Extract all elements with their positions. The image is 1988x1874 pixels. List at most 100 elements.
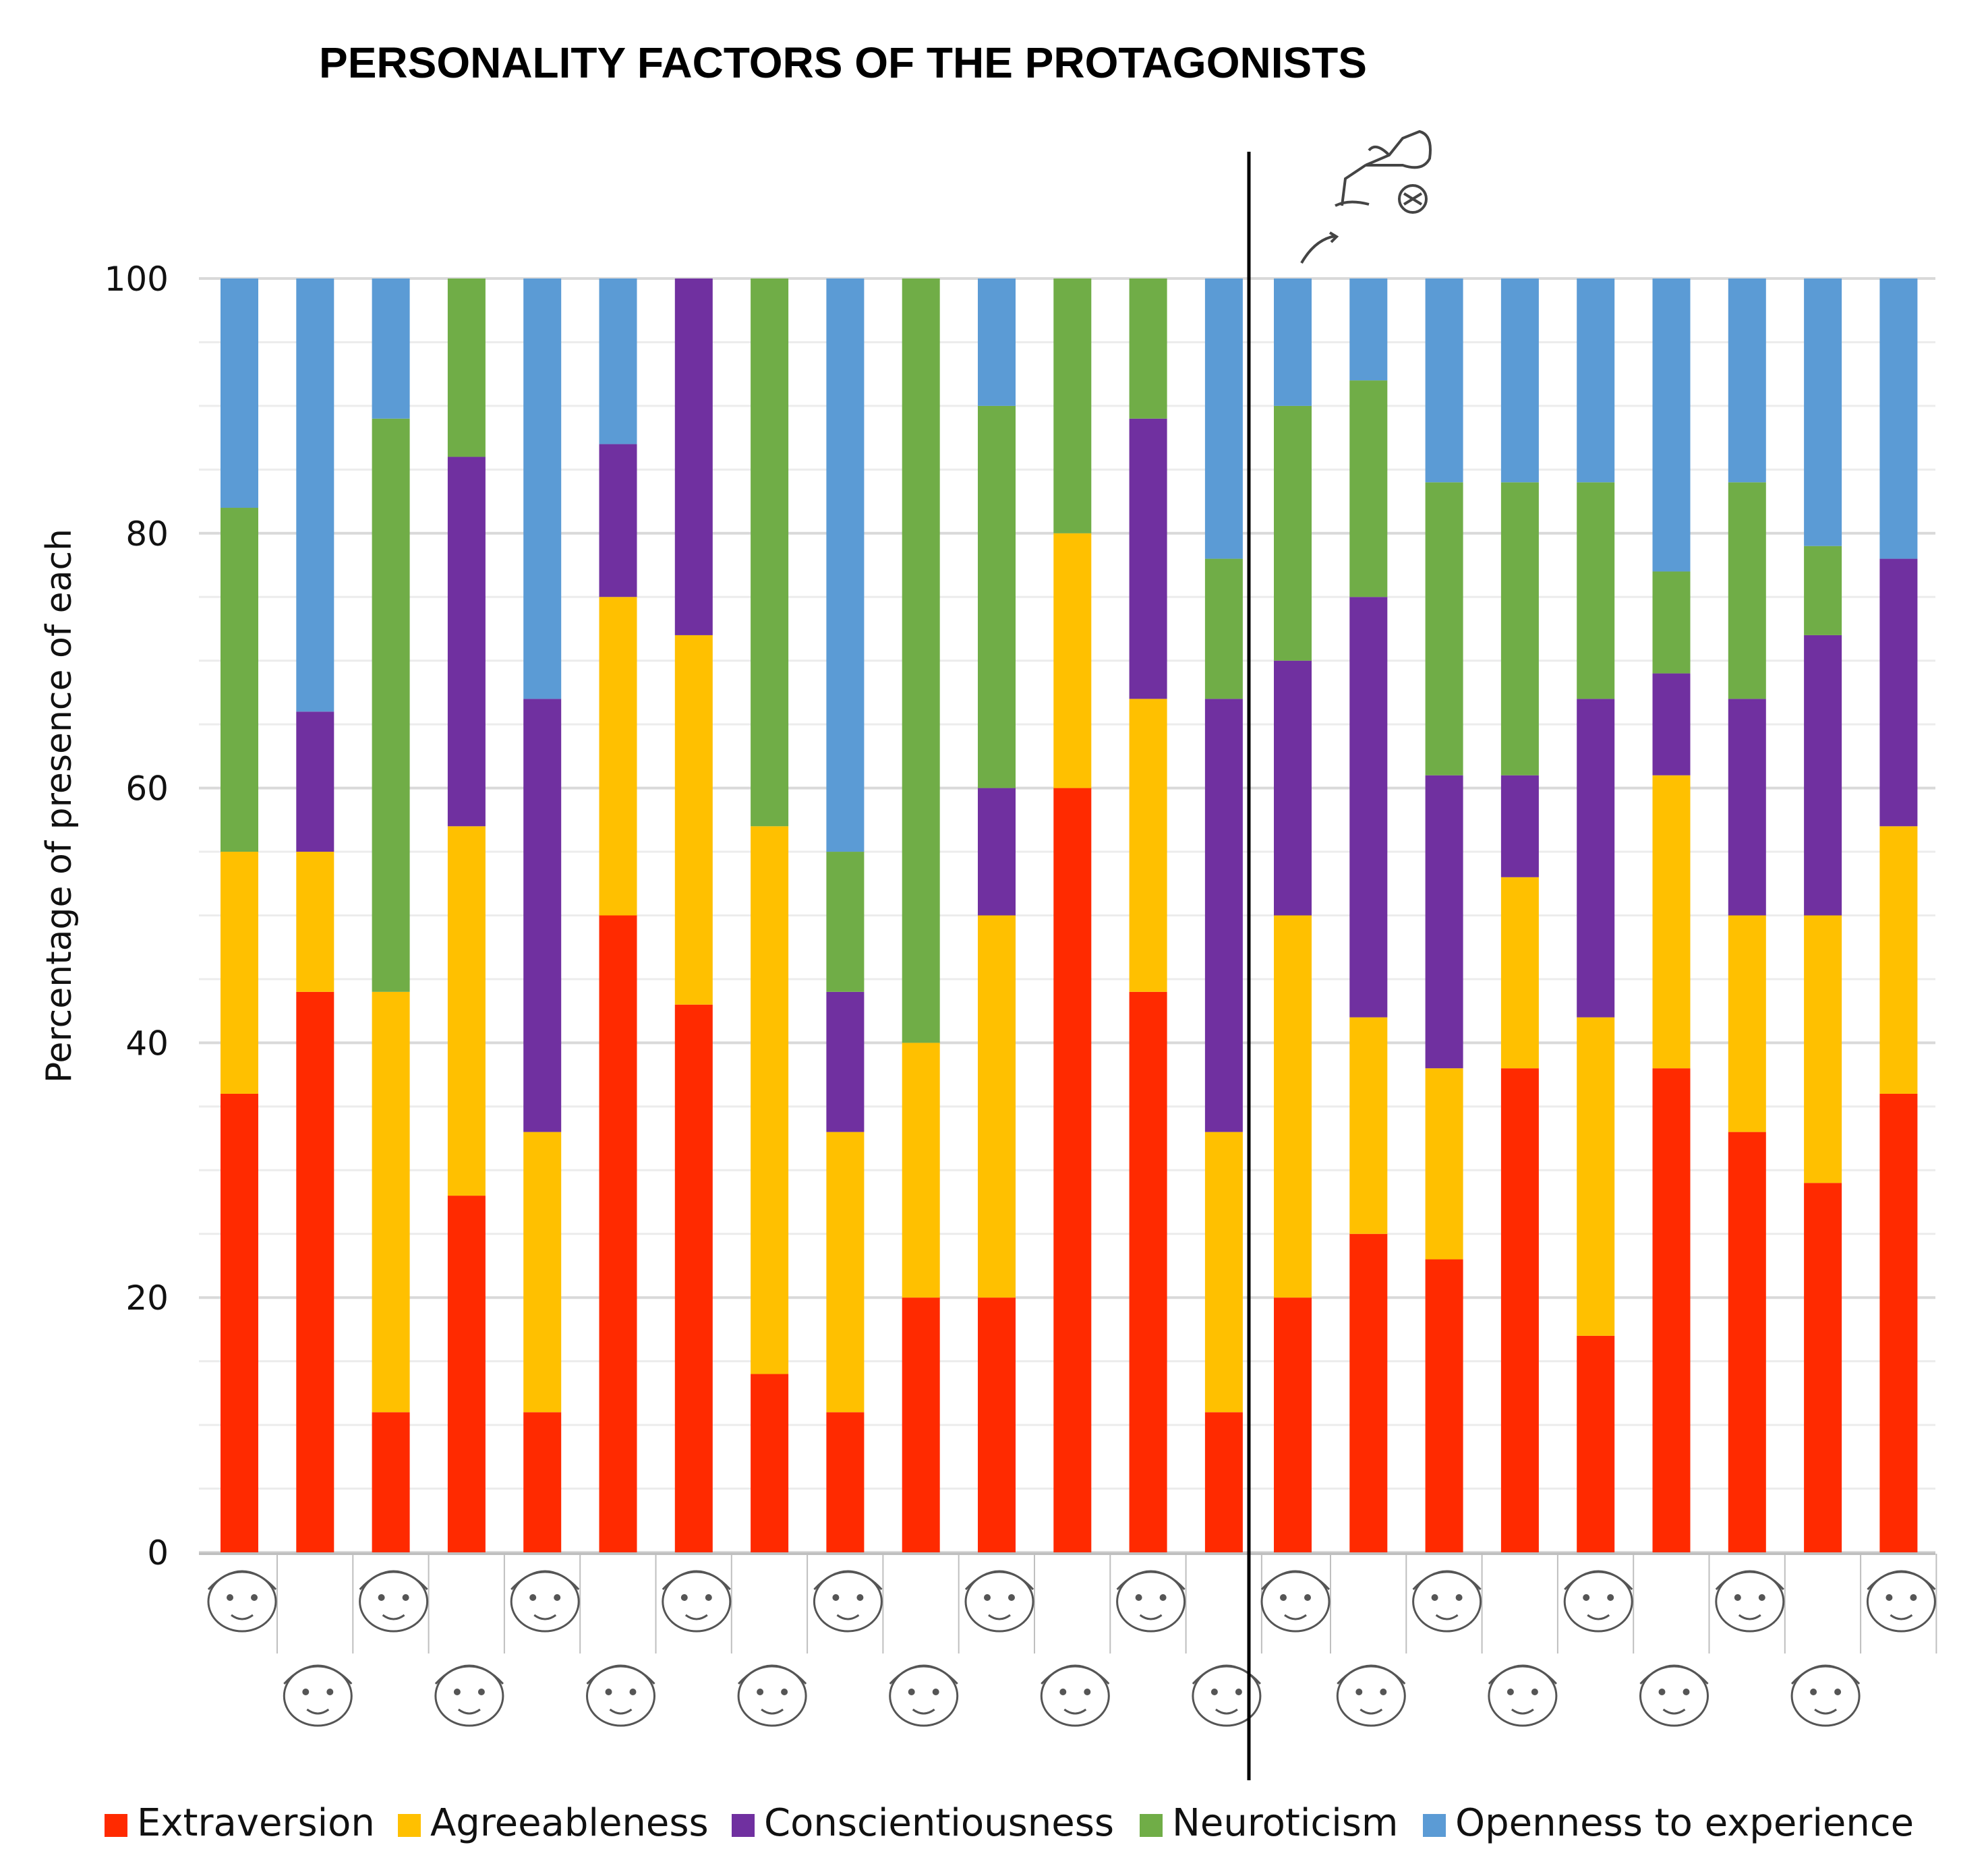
character-sketch-icon — [1192, 1664, 1262, 1727]
bar-stack — [674, 279, 713, 1552]
bar-segment-openness-to-experience — [1204, 279, 1243, 559]
bar-segment-extraversion — [902, 1297, 940, 1552]
bar-segment-agreeableness — [372, 991, 410, 1413]
bar-segment-neuroticism — [902, 279, 940, 1043]
bar-segment-neuroticism — [1349, 380, 1388, 597]
bar-segment-extraversion — [1577, 1335, 1615, 1552]
bar-segment-extraversion — [1728, 1132, 1766, 1552]
bar-segment-extraversion — [674, 1004, 713, 1552]
character-sketch-icon — [1336, 1664, 1406, 1727]
bar-segment-conscientiousness — [1728, 699, 1766, 916]
bar-stack — [1204, 279, 1243, 1552]
bar-stack — [902, 279, 940, 1552]
character-sketch-icon — [1488, 1664, 1558, 1727]
y-tick-label: 40 — [125, 1024, 169, 1063]
y-tick-label: 80 — [125, 515, 169, 554]
legend-item: Agreeableness — [398, 1801, 709, 1845]
y-tick-label: 100 — [105, 260, 169, 299]
character-sketch-icon — [586, 1664, 655, 1727]
bar-segment-conscientiousness — [523, 699, 562, 1132]
legend-label: Conscientiousness — [764, 1801, 1114, 1845]
bar-segment-openness-to-experience — [523, 279, 562, 699]
bar-segment-extraversion — [978, 1297, 1016, 1552]
y-tick-label: 20 — [125, 1279, 169, 1318]
legend-label: Openness to experience — [1455, 1801, 1914, 1845]
character-sketch-icon — [1866, 1570, 1936, 1633]
character-sketch-icon — [662, 1570, 732, 1633]
bar-segment-agreeableness — [978, 915, 1016, 1298]
bar-segment-agreeableness — [1053, 533, 1092, 788]
bar-segment-agreeableness — [826, 1132, 865, 1413]
bar-segment-extraversion — [296, 991, 334, 1552]
bar-segment-extraversion — [1204, 1412, 1243, 1552]
bar-segment-extraversion — [523, 1412, 562, 1552]
bar-stack — [447, 279, 486, 1552]
bar-segment-openness-to-experience — [296, 279, 334, 712]
bar-segment-neuroticism — [1274, 405, 1312, 661]
legend-label: Neuroticism — [1172, 1801, 1398, 1845]
character-sketch-icon — [510, 1570, 580, 1633]
character-sketch-icon — [813, 1570, 883, 1633]
bar-segment-openness-to-experience — [1349, 279, 1388, 381]
bar-stack — [1425, 279, 1463, 1552]
bar-segment-conscientiousness — [1500, 775, 1539, 877]
character-sketch-icon — [283, 1664, 353, 1727]
bar-stack — [1129, 279, 1167, 1552]
bar-segment-extraversion — [221, 1093, 258, 1552]
bar-segment-openness-to-experience — [599, 279, 637, 444]
bar-segment-openness-to-experience — [1879, 279, 1918, 559]
bar-segment-conscientiousness — [447, 457, 486, 827]
bar-segment-extraversion — [447, 1196, 486, 1552]
bar-stack — [751, 279, 789, 1552]
bar-segment-neuroticism — [1053, 279, 1092, 533]
chart-title: PERSONALITY FACTORS OF THE PROTAGONISTS — [319, 38, 1367, 87]
bar-segment-conscientiousness — [296, 711, 334, 852]
y-axis-label: Percentage of presence of each — [39, 529, 80, 1083]
character-sketch-icon — [359, 1570, 429, 1633]
bar-segment-extraversion — [1652, 1068, 1691, 1552]
legend: Extraversion Agreeableness Conscientiousne… — [105, 1801, 1914, 1845]
bar-segment-extraversion — [1804, 1183, 1842, 1552]
bar-segment-agreeableness — [1500, 877, 1539, 1069]
bar-segment-conscientiousness — [1274, 660, 1312, 916]
bar-segment-conscientiousness — [1652, 673, 1691, 775]
bar-segment-neuroticism — [447, 279, 486, 457]
bar-segment-openness-to-experience — [1804, 279, 1842, 546]
pixar-lamp-icon — [1300, 129, 1432, 264]
bar-segment-neuroticism — [751, 279, 789, 827]
bar-segment-agreeableness — [1728, 915, 1766, 1132]
bar-segment-extraversion — [1879, 1093, 1918, 1552]
bar-segment-agreeableness — [1129, 699, 1167, 992]
bar-segment-extraversion — [1500, 1068, 1539, 1552]
legend-swatch — [732, 1814, 755, 1837]
bar-stack — [826, 279, 865, 1552]
character-sketch-icon — [1040, 1664, 1110, 1727]
bar-segment-conscientiousness — [1204, 699, 1243, 1132]
bar-segment-neuroticism — [1652, 571, 1691, 674]
bar-segment-openness-to-experience — [1425, 279, 1463, 483]
bar-segment-extraversion — [1129, 991, 1167, 1552]
bar-segment-agreeableness — [1804, 915, 1842, 1183]
bar-segment-openness-to-experience — [1728, 279, 1766, 483]
bar-segment-openness-to-experience — [1500, 279, 1539, 483]
character-sketch-icon — [434, 1664, 504, 1727]
bar-segment-neuroticism — [1129, 279, 1167, 419]
bar-segment-neuroticism — [1728, 482, 1766, 699]
bar-segment-extraversion — [751, 1374, 789, 1552]
bar-stack — [523, 279, 562, 1552]
legend-label: Extraversion — [137, 1801, 375, 1845]
bar-segment-agreeableness — [523, 1132, 562, 1413]
bar-segment-neuroticism — [1204, 558, 1243, 699]
bar-segment-extraversion — [372, 1412, 410, 1552]
bar-segment-conscientiousness — [826, 991, 865, 1132]
bar-segment-neuroticism — [372, 418, 410, 992]
bar-segment-openness-to-experience — [1577, 279, 1615, 483]
bar-segment-conscientiousness — [1577, 699, 1615, 1018]
legend-label: Agreeableness — [430, 1801, 709, 1845]
bar-segment-conscientiousness — [1879, 558, 1918, 827]
bar-segment-extraversion — [1349, 1233, 1388, 1552]
bar-segment-neuroticism — [1500, 482, 1539, 775]
bar-segment-extraversion — [1274, 1297, 1312, 1552]
bar-segment-agreeableness — [296, 852, 334, 992]
x-axis — [199, 1552, 1937, 1653]
